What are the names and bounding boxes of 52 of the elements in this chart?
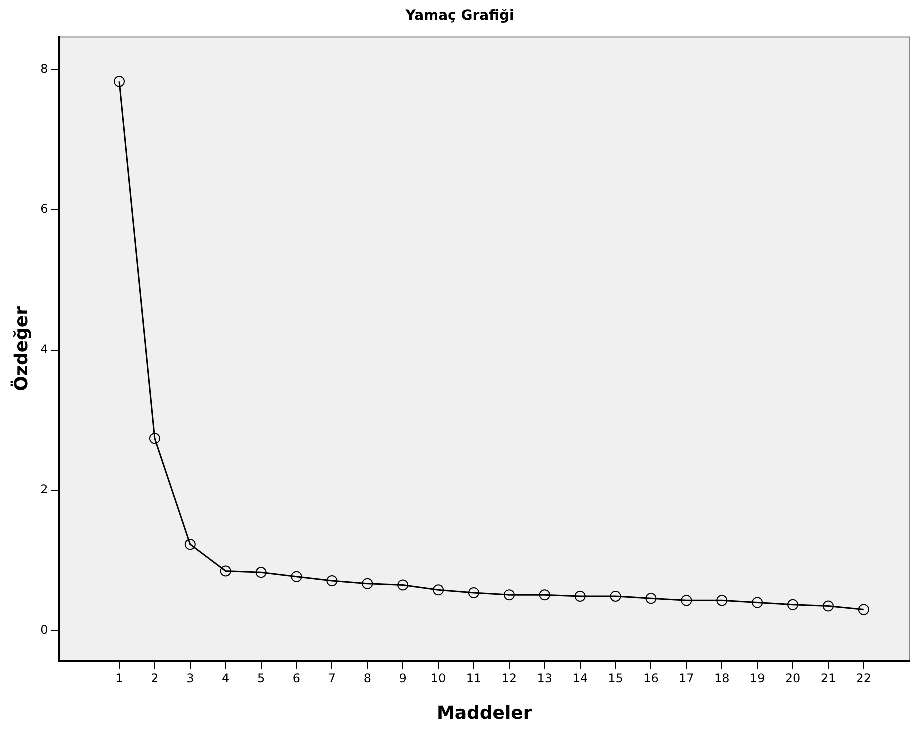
x-tick-label: 10 [430,671,446,686]
point [398,580,409,591]
point [184,539,196,550]
x-tick-label: 9 [399,671,407,686]
x-tick-label: 6 [292,671,301,686]
x-tick-label: 4 [222,671,230,686]
x-tick-label: 19 [750,671,766,686]
y-tick-label: 8 [40,62,48,76]
chart-title: Yamaç Grafiği [404,8,514,24]
point [114,76,125,88]
point [788,599,799,610]
point [822,600,834,612]
x-tick-label: 17 [679,671,694,686]
point [610,590,622,602]
y-tick-label: 0 [40,622,48,637]
point [256,567,267,578]
x-tick-label: 12 [502,671,518,686]
x-tick-label: 15 [608,671,624,686]
point [149,433,160,444]
x-tick-label: 3 [186,671,194,686]
point [716,595,728,606]
x-tick-label: 7 [328,671,336,686]
point [433,584,444,596]
point [291,571,302,582]
x-tick-label: 8 [364,671,372,686]
x-tick-label: 20 [785,671,801,686]
x-tick-label: 13 [537,671,553,686]
point [326,576,338,587]
point [646,593,657,604]
x-tick-label: 21 [820,671,836,686]
x-tick-label: 22 [856,671,872,686]
point [468,587,480,598]
y-axis-title: Özdeğer [10,306,32,392]
x-tick-label: 11 [466,671,482,686]
point [362,578,374,590]
x-tick-label: 1 [116,671,124,686]
x-tick-label: 2 [151,671,159,686]
point [574,590,586,602]
point [681,595,692,606]
point [752,597,764,608]
y-tick-label: 6 [40,202,48,216]
y-tick-label: 2 [40,482,48,497]
point [858,604,870,616]
x-tick-label: 5 [257,671,266,686]
x-axis-title: Maddeler [436,702,532,724]
x-tick-label: 14 [572,671,588,686]
x-tick-label: 18 [714,671,730,686]
x-tick-label: 16 [644,671,659,686]
y-tick-label: 4 [40,342,48,356]
point [539,590,550,601]
point [504,590,515,601]
point [220,566,232,577]
